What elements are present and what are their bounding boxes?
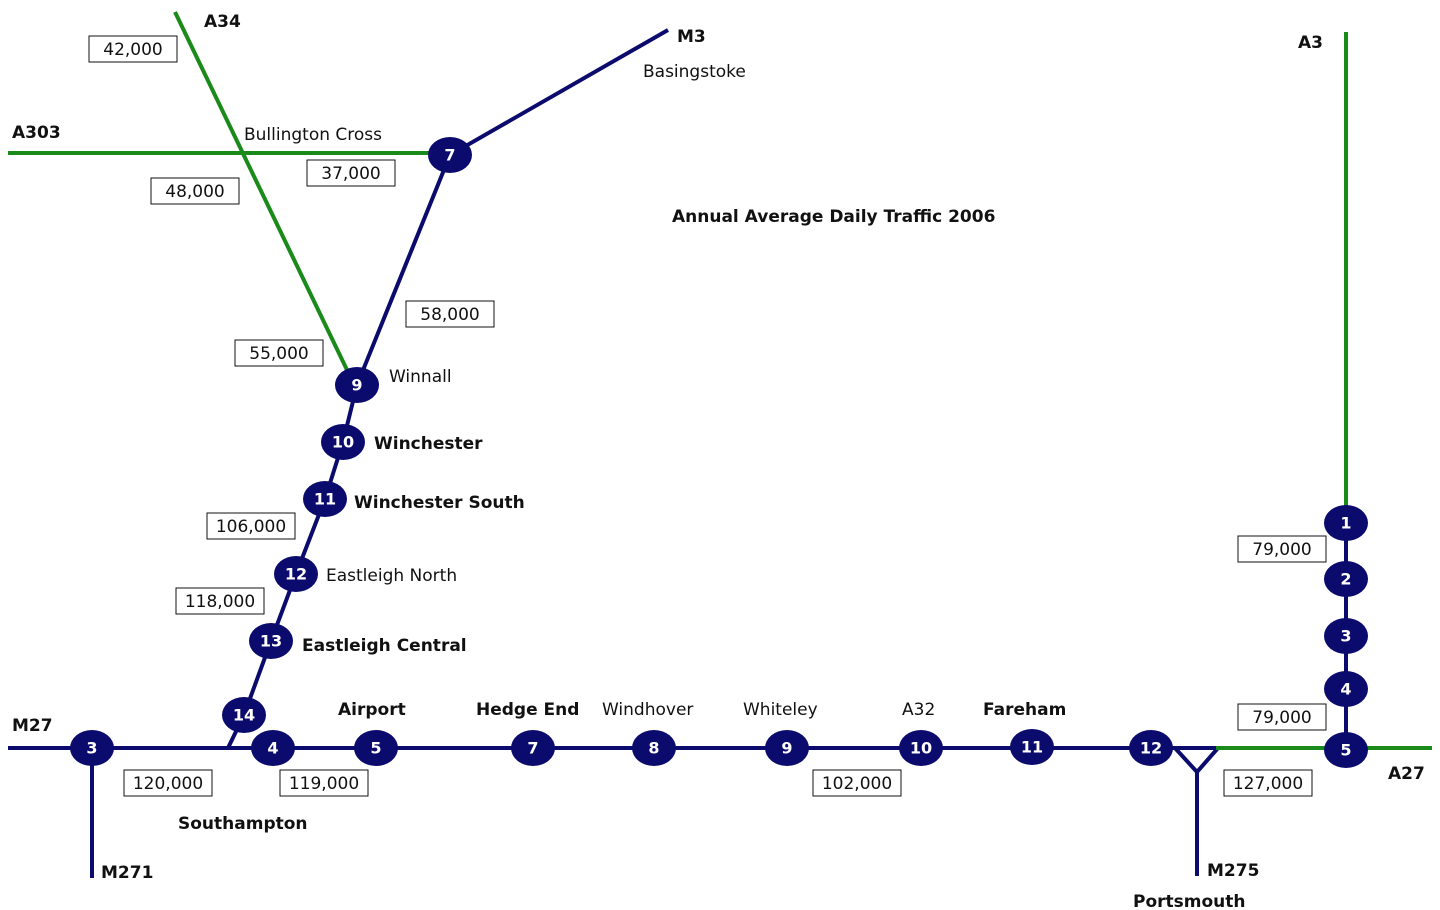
place-label: A32 <box>902 700 935 720</box>
junction <box>428 137 472 173</box>
road-label: M275 <box>1207 861 1259 881</box>
traffic-count: 120,000 <box>133 774 203 794</box>
junction <box>899 730 943 766</box>
junction-number: 10 <box>910 739 932 758</box>
junction-number: 7 <box>444 146 455 165</box>
junction-number: 7 <box>527 739 538 758</box>
traffic-count: 58,000 <box>420 305 479 325</box>
count-box <box>1237 535 1327 563</box>
traffic-count: 79,000 <box>1252 540 1311 560</box>
junction-number: 14 <box>233 706 255 725</box>
road-label: A303 <box>12 123 61 143</box>
count-box <box>175 587 265 615</box>
junction-number: 2 <box>1340 570 1351 589</box>
road-label: M27 <box>12 716 53 736</box>
traffic-count: 119,000 <box>289 774 359 794</box>
junction-number: 3 <box>86 739 97 758</box>
place-label: Winnall <box>389 367 452 387</box>
count-box <box>206 512 296 540</box>
junction <box>765 730 809 766</box>
m275-junction <box>1173 746 1220 775</box>
road-label: A3 <box>1298 33 1323 53</box>
place-label: Winchester <box>374 434 483 454</box>
count-box <box>234 339 324 367</box>
count-box <box>88 35 178 63</box>
road-a34 <box>173 11 350 373</box>
junction <box>354 730 398 766</box>
junction <box>1324 618 1368 654</box>
junction-number: 10 <box>332 433 354 452</box>
place-label: Eastleigh Central <box>302 636 467 656</box>
traffic-count: 106,000 <box>216 517 286 537</box>
road-label: A27 <box>1388 764 1425 784</box>
count-box <box>279 769 369 797</box>
traffic-count: 118,000 <box>185 592 255 612</box>
junction <box>249 623 293 659</box>
title: Annual Average Daily Traffic 2006 <box>672 207 995 227</box>
junction <box>251 730 295 766</box>
junction-number: 8 <box>648 739 659 758</box>
traffic-count: 42,000 <box>103 40 162 60</box>
junction-number: 4 <box>1340 680 1351 699</box>
place-label: Basingstoke <box>643 62 746 82</box>
count-box <box>150 177 240 205</box>
junction <box>632 730 676 766</box>
traffic-count: 79,000 <box>1252 708 1311 728</box>
count-box <box>1223 769 1313 797</box>
junction <box>70 730 114 766</box>
count-box <box>405 300 495 328</box>
junction <box>511 730 555 766</box>
junction-number: 5 <box>1340 741 1351 760</box>
place-label: Hedge End <box>476 700 579 720</box>
junction-number: 3 <box>1340 627 1351 646</box>
place-label: Windhover <box>602 700 693 720</box>
traffic-count: 37,000 <box>321 164 380 184</box>
junction <box>222 697 266 733</box>
roads <box>8 11 1432 878</box>
junction <box>1129 730 1173 766</box>
junction-number: 12 <box>285 565 307 584</box>
traffic-count: 127,000 <box>1233 774 1303 794</box>
place-label: Airport <box>338 700 406 720</box>
place-label: Portsmouth <box>1133 892 1246 910</box>
place-label: Winchester South <box>354 493 525 513</box>
traffic-count: 102,000 <box>822 774 892 794</box>
traffic-count: 48,000 <box>165 182 224 202</box>
count-box <box>306 159 396 187</box>
junction-number: 5 <box>370 739 381 758</box>
place-label: Fareham <box>983 700 1066 720</box>
place-label: Whiteley <box>743 700 818 720</box>
junction <box>335 367 379 403</box>
junction <box>303 481 347 517</box>
place-label: Bullington Cross <box>244 125 382 145</box>
count-box <box>123 769 213 797</box>
junction <box>321 424 365 460</box>
junction-number: 4 <box>267 739 278 758</box>
junction <box>1010 729 1054 765</box>
count-box <box>1237 703 1327 731</box>
junction <box>1324 732 1368 768</box>
junction <box>1324 505 1368 541</box>
place-label: Eastleigh North <box>326 566 457 586</box>
junction-number: 9 <box>781 739 792 758</box>
junction-number: 11 <box>1021 738 1043 757</box>
road-label: M271 <box>101 863 153 883</box>
junction <box>1324 671 1368 707</box>
count-box <box>812 769 902 797</box>
road-label: A34 <box>204 12 241 32</box>
place-label: Southampton <box>178 814 308 834</box>
junction <box>1324 561 1368 597</box>
junction-number: 9 <box>351 376 362 395</box>
junction <box>274 556 318 592</box>
road-label: M3 <box>677 27 706 47</box>
traffic-count: 55,000 <box>249 344 308 364</box>
junction-number: 12 <box>1140 739 1162 758</box>
junction-number: 11 <box>314 490 336 509</box>
junction-number: 13 <box>260 632 282 651</box>
junction-number: 1 <box>1340 514 1351 533</box>
